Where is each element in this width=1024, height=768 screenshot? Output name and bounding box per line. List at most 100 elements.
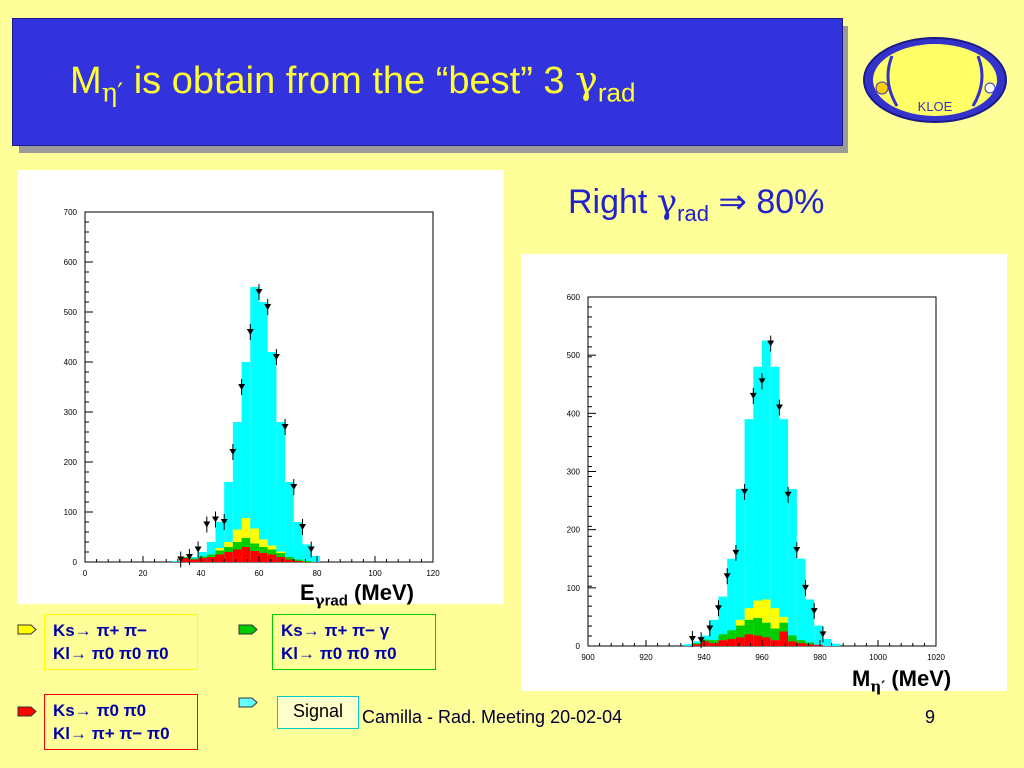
bar-red-bg xyxy=(293,561,303,562)
y-tick-label: 200 xyxy=(64,458,78,467)
energy-histogram: 0 20 40 60 80 100 120 0 100 200 300 400 500 600 700 xyxy=(64,208,441,578)
bar-signal xyxy=(788,488,797,646)
logo-text: KLOE xyxy=(918,99,953,114)
bar-signal xyxy=(779,419,789,646)
data-point xyxy=(775,404,783,411)
bar-signal xyxy=(709,619,719,646)
data-point xyxy=(281,424,289,430)
legend-bullet-yellow xyxy=(17,624,37,635)
bar-green-bg xyxy=(224,547,233,552)
bar-green-bg xyxy=(232,542,242,550)
bar-yellow-bg xyxy=(250,528,259,544)
data-point xyxy=(290,484,298,490)
bar-yellow-bg xyxy=(215,548,225,551)
bar-red-bg xyxy=(735,637,745,646)
data-point xyxy=(238,384,246,390)
data-point xyxy=(246,329,254,335)
x-tick-label: 20 xyxy=(139,569,148,578)
data-point xyxy=(185,554,193,560)
bar-signal xyxy=(232,422,242,562)
y-tick-label: 100 xyxy=(64,508,78,517)
bar-green-bg xyxy=(788,635,797,642)
y-tick-label: 0 xyxy=(576,642,581,651)
data-point xyxy=(264,304,272,310)
bar-red-bg xyxy=(267,554,277,562)
x-tick-label: 0 xyxy=(83,569,88,578)
x-tick-label: 1000 xyxy=(869,653,887,662)
x-tick-label: 80 xyxy=(313,569,322,578)
legend-bullet-red xyxy=(17,706,37,717)
bar-green-bg xyxy=(762,622,771,638)
data-point xyxy=(810,608,818,615)
bar-red-bg xyxy=(241,547,251,562)
legend-red-line1: Ks→ π0 π0 xyxy=(53,701,147,720)
legend-red: Ks→ π0 π0 Kl→ π+ π− π0 xyxy=(44,694,198,750)
bar-signal xyxy=(206,542,216,562)
data-point xyxy=(819,631,827,638)
data-point xyxy=(194,546,202,553)
data-point xyxy=(177,556,185,563)
data-point xyxy=(697,637,705,644)
bar-signal xyxy=(241,362,251,562)
bar-yellow-bg xyxy=(259,539,268,547)
data-point xyxy=(767,340,775,347)
mass-histogram: 900 920 940 960 980 1000 1020 0 100 200 300 400 500 6… xyxy=(567,293,946,662)
claim-sub: rad xyxy=(677,200,709,226)
bar-green-bg xyxy=(241,538,251,547)
bar-red-bg xyxy=(753,635,762,646)
data-point xyxy=(307,546,315,553)
bar-signal xyxy=(172,561,181,562)
x-tick-label: 100 xyxy=(368,569,382,578)
bar-green-bg xyxy=(692,643,702,645)
x-tick-label: 120 xyxy=(426,569,440,578)
bar-yellow-bg xyxy=(735,619,745,626)
data-point xyxy=(220,519,228,525)
bar-signal xyxy=(770,366,780,646)
bar-red-bg xyxy=(701,641,710,646)
title-banner xyxy=(12,18,843,146)
bar-red-bg xyxy=(727,639,736,646)
data-point xyxy=(229,449,237,455)
bar-signal xyxy=(259,302,268,562)
bar-green-bg xyxy=(276,553,286,557)
energy-histogram-panel: 0 20 40 60 80 100 120 0 100 200 300 400 500 600 700 xyxy=(18,170,504,604)
data-point xyxy=(255,289,263,295)
bar-green-bg xyxy=(198,556,207,558)
y-tick-label: 200 xyxy=(567,526,581,535)
claim-greek: γ xyxy=(656,182,678,222)
left-axis-caption: Eγrad (MeV) xyxy=(300,580,414,609)
bar-signal xyxy=(293,522,303,562)
y-tick-label: 600 xyxy=(567,293,581,302)
bar-red-bg xyxy=(692,644,702,646)
bar-yellow-bg xyxy=(762,599,771,623)
right-caption-sub: η′ xyxy=(870,677,886,696)
legend-signal: Signal xyxy=(277,696,359,729)
bar-signal xyxy=(250,287,259,562)
data-point xyxy=(732,549,740,556)
bar-signal xyxy=(215,522,225,562)
bar-green-bg xyxy=(250,543,259,551)
right-gamma-claim: Right γrad ⇒ 80% xyxy=(568,182,824,227)
x-tick-label: 960 xyxy=(755,653,769,662)
y-tick-label: 500 xyxy=(567,351,581,360)
right-axis-caption: Mη′ (MeV) xyxy=(852,666,951,695)
legend-bullet-green xyxy=(238,624,258,635)
claim-value: 80% xyxy=(756,183,825,221)
y-tick-label: 400 xyxy=(567,409,581,418)
data-point xyxy=(784,491,792,498)
bar-green-bg xyxy=(727,630,736,640)
bar-signal xyxy=(805,599,815,646)
left-caption-main: E xyxy=(300,580,315,605)
data-point xyxy=(299,524,306,530)
bar-red-bg xyxy=(224,552,233,562)
bar-red-bg xyxy=(189,559,199,562)
bar-yellow-bg xyxy=(276,551,286,553)
bar-yellow-bg xyxy=(241,518,251,538)
bar-signal xyxy=(302,544,312,562)
x-tick-label: 1020 xyxy=(927,653,945,662)
bar-red-bg xyxy=(744,634,754,646)
bar-red-bg xyxy=(805,644,815,646)
bar-green-bg xyxy=(206,554,216,557)
bar-green-bg xyxy=(180,557,190,558)
bar-red-bg xyxy=(788,641,797,646)
